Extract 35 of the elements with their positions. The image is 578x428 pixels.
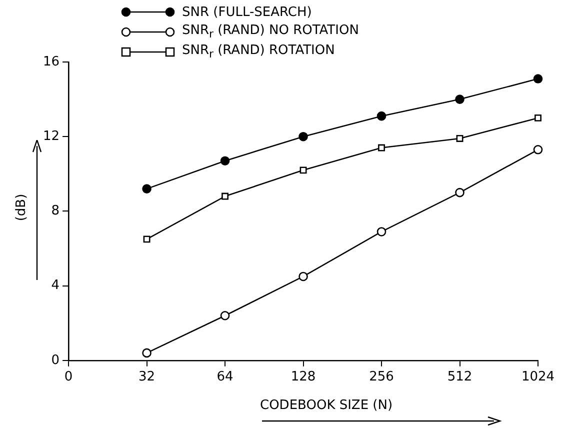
x-axis-title: CODEBOOK SIZE (N) [260,398,393,413]
point [456,134,464,142]
point [376,227,386,236]
legend-label: SNR$_{r}$ (RAND) ROTATION [182,43,335,61]
point [142,348,152,358]
x-tick-label: 128 [290,370,316,385]
y-tick-label: 16 [42,54,60,70]
x-tick-label: 32 [138,370,156,385]
point [533,74,543,84]
point [378,144,385,152]
point [534,114,542,122]
x-tick-label: 256 [369,370,394,385]
y-tick-label: 12 [42,128,60,144]
x-tick-label: 0 [64,370,73,385]
point [222,192,229,200]
x-tick-label: 1024 [521,370,555,385]
point [298,272,308,282]
point [300,166,307,174]
point [143,236,150,243]
point [142,184,152,194]
y-tick-label: 0 [51,352,60,368]
y-tick-label: 4 [51,278,60,294]
point [220,156,230,166]
point [220,310,230,320]
legend-label: SNR (FULL-SEARCH) [182,4,312,20]
point [455,94,464,104]
point [376,111,386,121]
point [533,145,543,154]
point [298,132,308,142]
x-tick-label: 512 [447,370,472,385]
legend-label: SNR$_{r}$ (RAND) NO ROTATION [182,23,359,41]
y-tick-label: 8 [51,204,60,219]
x-tick-label: 64 [216,370,234,385]
y-axis-title: (dB) [14,194,30,222]
point [455,188,464,198]
